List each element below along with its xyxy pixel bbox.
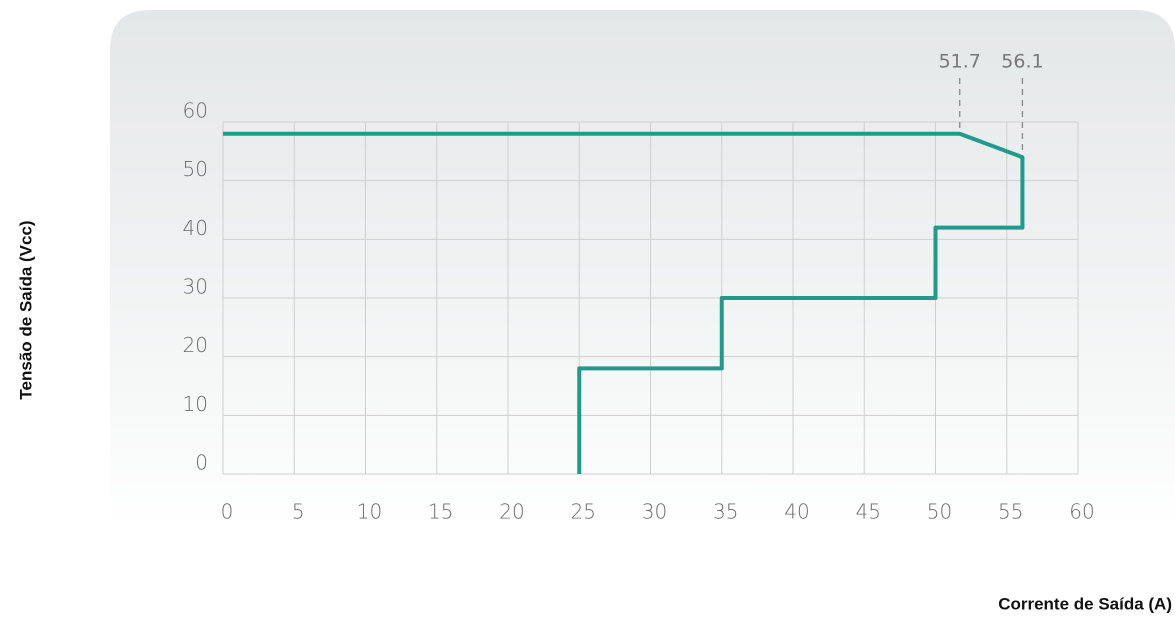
x-tick-label: 30 <box>642 500 667 524</box>
x-tick-label: 60 <box>1069 500 1094 524</box>
y-tick-label: 10 <box>183 392 208 416</box>
x-tick-label: 55 <box>998 500 1023 524</box>
x-tick-label: 40 <box>784 500 809 524</box>
x-tick-label: 25 <box>571 500 596 524</box>
x-tick-label: 5 <box>292 500 305 524</box>
x-tick-label: 15 <box>428 500 453 524</box>
x-tick-label: 0 <box>221 500 234 524</box>
x-tick-label: 10 <box>357 500 382 524</box>
x-tick-label: 35 <box>713 500 738 524</box>
line <box>223 131 1025 474</box>
y-tick-label: 20 <box>183 333 208 357</box>
y-axis-label: Tensão de Saída (Vcc) <box>16 220 35 399</box>
x-tick-label: 50 <box>927 500 952 524</box>
y-tick-label: 40 <box>183 216 208 240</box>
y-tick-label: 50 <box>183 157 208 181</box>
y-tick-label: 30 <box>183 275 208 299</box>
y-tick-label: 60 <box>183 99 208 123</box>
x-tick-label: 45 <box>856 500 881 524</box>
y-tick-label: 0 <box>195 451 208 475</box>
annotation-label: 56.1 <box>1001 51 1043 73</box>
plot-background <box>110 10 1175 530</box>
annotation-label: 51.7 <box>939 51 981 73</box>
x-tick-label: 20 <box>499 500 524 524</box>
x-axis-label: Corrente de Saída (A) <box>998 594 1172 613</box>
